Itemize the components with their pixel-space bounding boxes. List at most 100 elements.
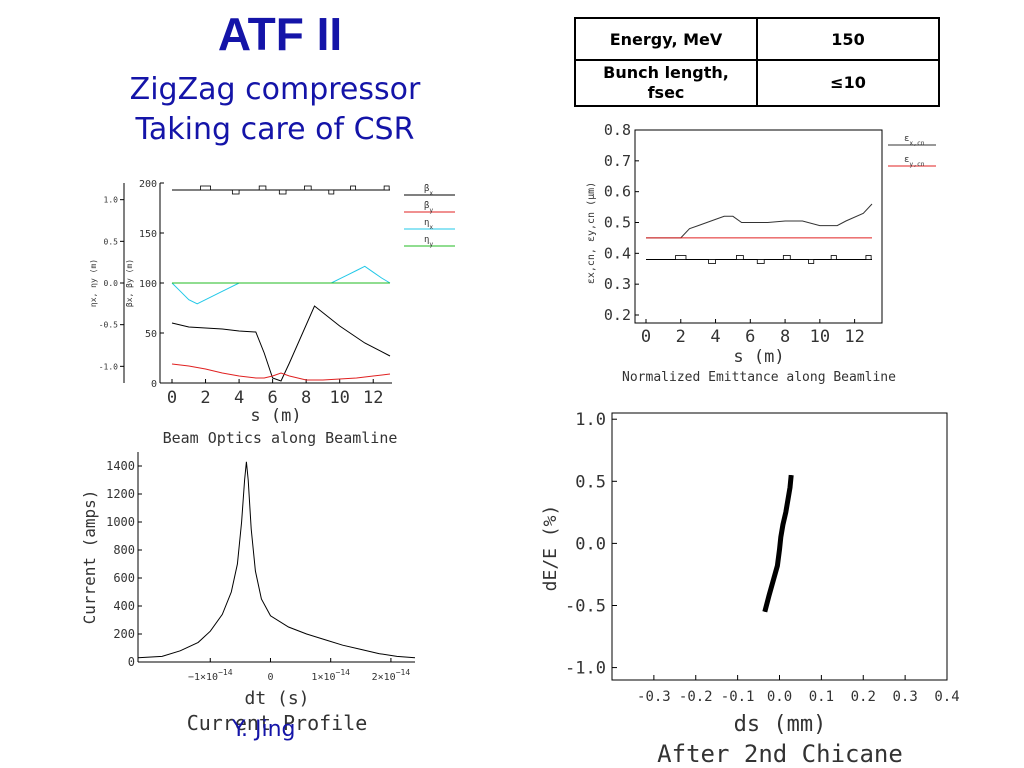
optics-eta-tick-label: 0.5 <box>104 237 119 246</box>
chicane-x-tick-label: 0.4 <box>934 689 959 705</box>
optics-magnet <box>278 189 287 195</box>
optics-legend-label: βy <box>424 201 433 214</box>
table-row: Energy, MeV 150 <box>574 17 940 61</box>
optics-x-tick-label: 6 <box>267 388 277 408</box>
chicane-y-tick-label: 0.0 <box>575 534 606 554</box>
current-y-tick-label: 400 <box>113 599 135 613</box>
chicane-y-tick-label: -0.5 <box>565 596 606 616</box>
emit-x-tick-label: 12 <box>844 327 864 347</box>
current-y-tick-label: 800 <box>113 543 135 557</box>
parameters-table: Energy, MeV 150 Bunch length, fsec ≤10 <box>574 17 940 107</box>
emit-y-tick-label: 0.5 <box>604 214 631 232</box>
current-x-axis-label: dt (s) <box>244 688 309 709</box>
chicane-bunch-core <box>763 475 793 612</box>
optics-beta-tick-label: 100 <box>139 279 157 290</box>
optics-x-tick-label: 2 <box>200 388 210 408</box>
emit-y-tick-label: 0.2 <box>604 306 631 324</box>
chicane-x-tick-label: 0.0 <box>767 689 792 705</box>
emit-y-tick-label: 0.8 <box>604 121 631 139</box>
chicane-x-tick-label: -0.3 <box>637 689 671 705</box>
energy-label: Energy, MeV <box>574 17 758 61</box>
optics-eta-tick-label: -1.0 <box>99 362 118 371</box>
subtitle-csr: Taking care of CSR <box>135 112 415 147</box>
bunch-length-label: Bunch length, fsec <box>574 59 758 107</box>
current-y-axis-label: Current (amps) <box>80 490 99 625</box>
emit-y-tick-label: 0.6 <box>604 183 631 201</box>
optics-magnet <box>350 185 357 191</box>
optics-x-axis-label: s (m) <box>250 406 301 426</box>
optics-legend-label: ηy <box>424 235 433 248</box>
emit-y-tick-label: 0.7 <box>604 152 631 170</box>
emit-magnet <box>756 259 765 264</box>
chicane-x-tick-label: 0.1 <box>809 689 834 705</box>
current-y-tick-label: 1200 <box>106 487 135 501</box>
emit-x-tick-label: 6 <box>745 327 755 347</box>
chicane-y-axis-label: dE/E (%) <box>540 505 561 592</box>
optics-beta-tick-label: 200 <box>139 179 157 190</box>
current-series-line <box>137 461 416 659</box>
optics-x-tick-label: 12 <box>363 388 383 408</box>
energy-value: 150 <box>756 17 940 61</box>
emit-x-tick-label: 10 <box>810 327 830 347</box>
table-row: Bunch length, fsec ≤10 <box>574 59 940 107</box>
optics-beta-tick-label: 50 <box>145 329 157 340</box>
optics-x-tick-label: 8 <box>301 388 311 408</box>
author-credit: Y. Jing <box>232 717 296 742</box>
optics-magnet <box>304 185 312 191</box>
optics-chart-title: Beam Optics along Beamline <box>163 429 398 447</box>
chicane-bunch-band <box>762 474 794 613</box>
emit-x-tick-label: 4 <box>710 327 720 347</box>
bunch-length-label-line2: fsec <box>647 83 685 102</box>
optics-magnet <box>258 185 267 191</box>
emit-frame <box>634 129 883 324</box>
emit-x-axis-label: s (m) <box>733 347 784 367</box>
chicane-x-tick-label: 0.2 <box>851 689 876 705</box>
current-x-tick-label: −1×10−14 <box>188 668 233 683</box>
optics-beta-tick-label: 0 <box>151 379 157 390</box>
emit-x-tick-label: 2 <box>676 327 686 347</box>
bunch-length-value: ≤10 <box>756 59 940 107</box>
emit-magnet <box>782 255 791 260</box>
optics-series-2 <box>171 363 391 381</box>
optics-eta-tick-label: 1.0 <box>104 196 119 205</box>
current-y-tick-label: 600 <box>113 571 135 585</box>
chicane-chart-title: After 2nd Chicane <box>657 740 903 768</box>
emit-x-tick-label: 8 <box>780 327 790 347</box>
optics-eta-tick-label: 0.0 <box>104 279 119 288</box>
current-x-tick-label: 2×10−14 <box>372 668 411 683</box>
subtitle-compressor: ZigZag compressor <box>129 72 421 107</box>
current-x-tick-label: 0 <box>267 672 273 683</box>
chicane-x-tick-label: -0.2 <box>679 689 713 705</box>
optics-magnet <box>200 185 211 191</box>
current-y-tick-label: 1400 <box>106 459 135 473</box>
chicane-y-tick-label: -1.0 <box>565 659 606 679</box>
emit-magnet <box>736 255 744 260</box>
emit-chart-title: Normalized Emittance along Beamline <box>622 370 896 385</box>
emit-y-axis-label: εx,cn, εy,cn (μm) <box>586 182 597 284</box>
emit-magnet <box>675 255 687 260</box>
chicane-y-tick-label: 1.0 <box>575 410 606 430</box>
optics-beta-axis-label: βx, βy (m) <box>125 259 134 307</box>
current-chart-title: Current Profile <box>187 711 368 735</box>
page-title: ATF II <box>217 8 343 60</box>
chicane-y-tick-label: 0.5 <box>575 472 606 492</box>
bunch-length-label-line1: Bunch length, <box>603 63 729 82</box>
optics-legend-label: βx <box>424 184 433 197</box>
emit-x-tick-label: 0 <box>641 327 651 347</box>
optics-x-tick-label: 10 <box>329 388 349 408</box>
current-y-tick-label: 200 <box>113 627 135 641</box>
optics-magnet <box>383 185 390 191</box>
optics-beta-tick-label: 150 <box>139 229 157 240</box>
optics-magnet <box>328 189 335 195</box>
current-y-tick-label: 1000 <box>106 515 135 529</box>
chicane-x-tick-label: 0.3 <box>892 689 917 705</box>
chicane-x-axis-label: ds (mm) <box>734 712 827 737</box>
current-y-tick-label: 0 <box>128 655 135 669</box>
optics-eta-axis-label: ηx, ηy (m) <box>89 259 98 307</box>
optics-legend-label: ηx <box>424 218 433 231</box>
current-x-tick-label: 1×10−14 <box>311 668 350 683</box>
emit-magnet <box>708 259 716 264</box>
